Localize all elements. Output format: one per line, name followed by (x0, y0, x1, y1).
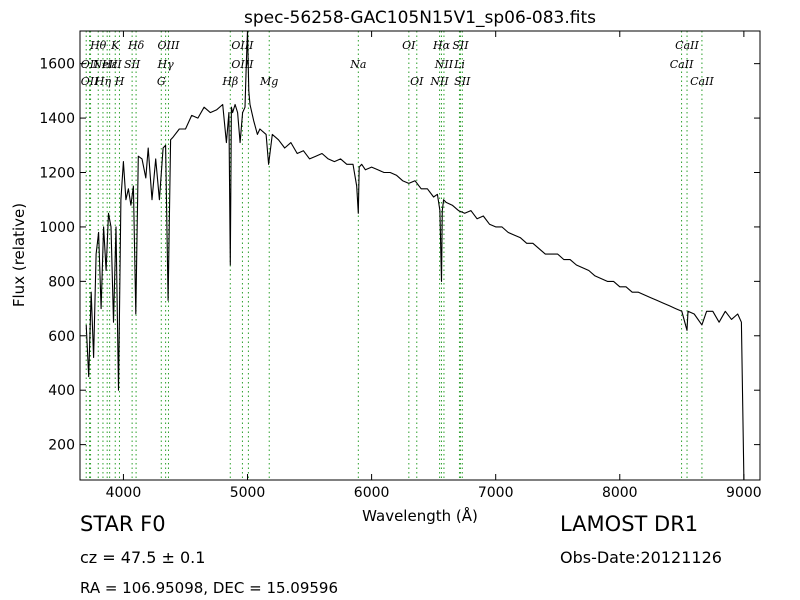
line-annotation-label: Hθ (89, 39, 107, 52)
line-annotation-label: NII (429, 75, 449, 88)
object-class-label: STAR F0 (80, 512, 166, 536)
line-annotation-label: Na (349, 58, 366, 71)
axis-ticks: 4000 5000 6000 7000 8000 9000 200 400 600 800 1000… (39, 31, 762, 501)
plot-frame (79, 30, 761, 481)
line-annotation-label: SII (452, 39, 469, 52)
line-annotation-label: CaII (675, 39, 699, 52)
line-annotation-label: Li (453, 58, 465, 71)
x-tick-label: 9000 (726, 485, 762, 501)
x-tick-label: 7000 (478, 485, 514, 501)
survey-label: LAMOST DR1 (560, 512, 699, 536)
redshift-label: cz = 47.5 ± 0.1 (80, 548, 206, 567)
obs-date-label: Obs-Date:20121126 (560, 548, 722, 567)
x-tick-label: 6000 (354, 485, 390, 501)
chart-title: spec-56258-GAC105N15V1_sp06-083.fits (244, 8, 596, 28)
y-tick-label: 1600 (39, 57, 75, 73)
line-annotation-label: Mg (259, 75, 278, 88)
y-axis-label: Flux (relative) (10, 203, 28, 307)
line-annotation-label: OI (410, 75, 424, 88)
line-annotation-label: NeIII (92, 58, 123, 71)
line-annotation-label: OIII (231, 39, 254, 52)
line-annotation-label: H (114, 75, 125, 88)
line-annotation-label: SII (454, 75, 471, 88)
line-annotation-label: NII (434, 58, 454, 71)
line-annotation-label: Hβ (221, 75, 238, 88)
line-annotation-label: OII (81, 75, 99, 88)
spectrum-line (85, 30, 745, 481)
y-tick-label: 800 (48, 274, 75, 290)
line-annotation-label: CaII (690, 75, 714, 88)
emission-line-markers (85, 31, 703, 480)
y-tick-label: 1200 (39, 166, 75, 182)
line-annotation-label: Hδ (127, 39, 145, 52)
y-tick-label: 600 (48, 329, 75, 345)
y-tick-label: 200 (48, 438, 75, 454)
line-annotation-label: OI (402, 39, 416, 52)
line-annotation-label: K (110, 39, 120, 52)
line-annotation-label: Hγ (157, 58, 175, 71)
spectrum-series (85, 30, 745, 481)
line-annotation-label: SII (124, 58, 141, 71)
y-tick-label: 1400 (39, 111, 75, 127)
x-tick-label: 4000 (106, 485, 142, 501)
line-annotation-label: Hα (432, 39, 451, 52)
line-annotation-label: G (157, 75, 166, 88)
coordinates-label: RA = 106.95098, DEC = 15.09596 (80, 579, 339, 597)
line-annotation-label: CaII (670, 58, 694, 71)
x-tick-label: 5000 (230, 485, 266, 501)
line-annotation-label: OII (81, 58, 99, 71)
line-annotation-label: OIII (157, 39, 180, 52)
line-annotation-label: OIII (231, 58, 254, 71)
y-tick-label: 1000 (39, 220, 75, 236)
line-annotation-label: Hη (94, 75, 112, 88)
x-tick-label: 8000 (602, 485, 638, 501)
x-axis-label: Wavelength (Å) (362, 506, 478, 525)
y-tick-label: 400 (48, 383, 75, 399)
line-annotation-label: Hε (101, 58, 118, 71)
